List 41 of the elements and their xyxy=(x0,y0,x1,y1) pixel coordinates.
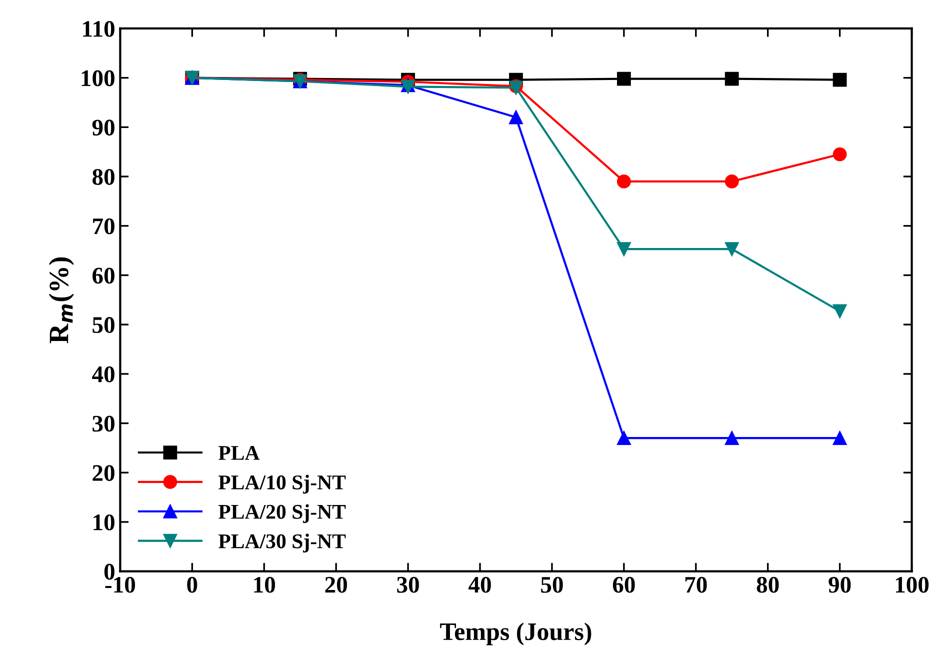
x-tick-label: 90 xyxy=(828,576,851,593)
y-tick-label: 100 xyxy=(82,70,114,86)
y-axis-title: R$_{m}$(%) xyxy=(48,257,74,344)
legend-label: PLA/30 Sj-NT xyxy=(218,534,346,553)
y-tick-label: 30 xyxy=(92,416,114,432)
legend-label: PLA/10 Sj-NT xyxy=(218,474,346,494)
x-tick-label: 80 xyxy=(756,576,779,593)
legend-label: PLA xyxy=(218,446,260,460)
point xyxy=(616,174,631,188)
x-tick-label: 70 xyxy=(685,576,707,593)
y-tick-label: 90 xyxy=(92,120,114,136)
x-tick-label: 60 xyxy=(612,576,635,593)
point xyxy=(616,431,631,446)
y-tick-label: 60 xyxy=(92,268,114,284)
y-tick-label: 20 xyxy=(92,465,114,482)
legend-label: PLA/20 Sj-NT xyxy=(218,504,346,524)
x-tick-label: 0 xyxy=(187,576,198,593)
x-tick-label: 20 xyxy=(325,576,347,593)
point xyxy=(724,72,739,86)
x-tick-label: 30 xyxy=(397,576,419,593)
y-tick-label: 10 xyxy=(94,514,114,530)
y-tick-label: 110 xyxy=(83,20,114,37)
y-tick-label: 50 xyxy=(92,317,114,333)
point xyxy=(616,242,631,256)
x-tick-label: 50 xyxy=(541,576,563,593)
point xyxy=(724,431,739,446)
point xyxy=(832,431,847,446)
y-tick-label: 70 xyxy=(93,218,114,234)
y-tick-label: 40 xyxy=(92,366,114,382)
point xyxy=(724,174,739,188)
x-tick-label: 40 xyxy=(468,576,491,593)
point xyxy=(616,72,631,86)
x-tick-label: 100 xyxy=(896,576,929,593)
x-axis-title: Temps (Jours) xyxy=(440,622,592,646)
y-tick-label: 80 xyxy=(92,169,114,185)
point xyxy=(724,242,739,256)
x-tick-label: 10 xyxy=(254,576,276,593)
point xyxy=(832,72,847,87)
point xyxy=(832,304,847,318)
point xyxy=(509,110,523,124)
point xyxy=(832,147,847,162)
